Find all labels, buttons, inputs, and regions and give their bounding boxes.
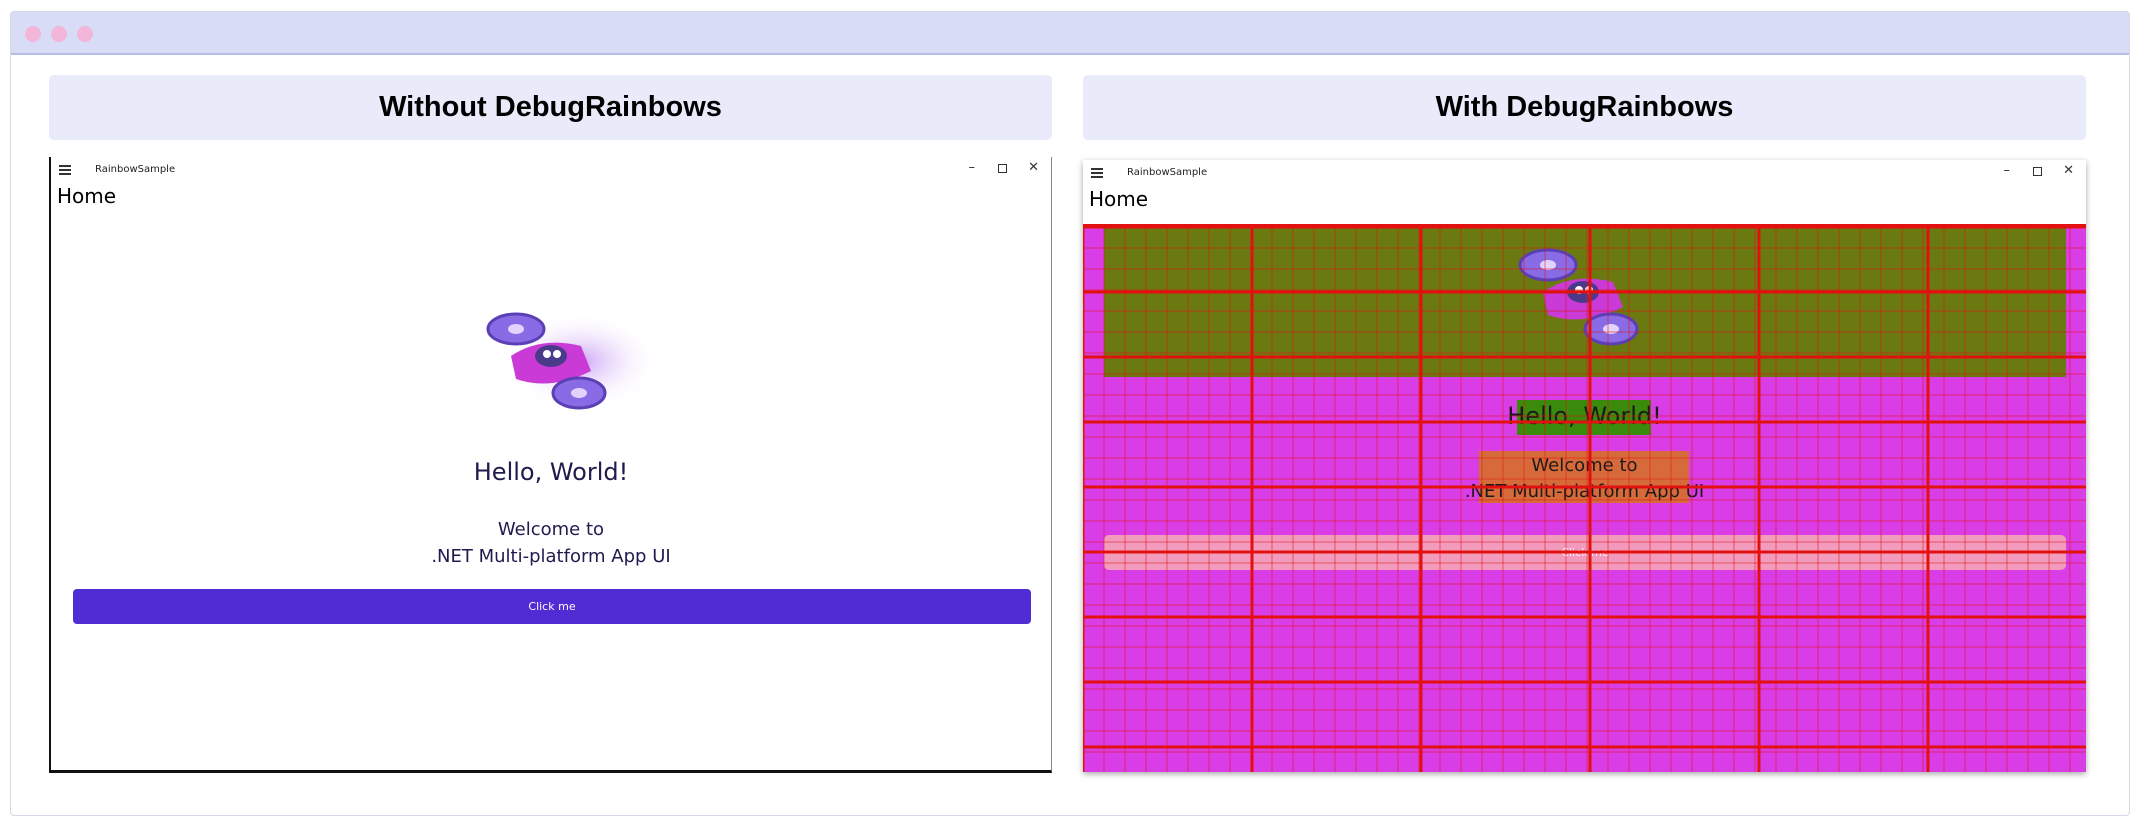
maximize-icon[interactable] (2033, 163, 2042, 176)
page-title: Home (57, 184, 117, 208)
hamburger-icon[interactable] (59, 165, 71, 175)
hello-heading: Hello, World! (473, 458, 629, 486)
maximize-icon[interactable] (998, 160, 1007, 173)
debug-grid-overlay (1083, 227, 2086, 772)
main-content: Hello, World! Welcome to .NET Multi-plat… (51, 221, 1051, 770)
app-name-debug: RainbowSample (1127, 167, 1208, 178)
app-window-with-debug: RainbowSample – ✕ Home Hello, World! Wel… (1083, 160, 2086, 772)
minimize-icon[interactable]: – (968, 160, 976, 175)
right-panel-title: With DebugRainbows (1083, 75, 2086, 140)
app-titlebar-debug: RainbowSample – ✕ (1083, 160, 2086, 186)
minimize-icon[interactable]: – (2003, 163, 2011, 178)
close-icon[interactable]: ✕ (2063, 163, 2074, 178)
app-titlebar: RainbowSample – ✕ (51, 157, 1051, 183)
click-me-button[interactable]: Click me (73, 589, 1031, 624)
dotnet-bot-drone-image (486, 311, 656, 411)
debug-rainbow-area: Hello, World! Welcome to .NET Multi-plat… (1083, 224, 2086, 772)
close-icon[interactable]: ✕ (1028, 160, 1039, 175)
hamburger-icon[interactable] (1091, 168, 1103, 178)
minimize-dot-icon[interactable] (51, 26, 67, 42)
welcome-text: Welcome to .NET Multi-platform App UI (51, 516, 1051, 570)
welcome-line-2: .NET Multi-platform App UI (431, 546, 671, 567)
app-window-without-debug: RainbowSample – ✕ Home Hello, World! (49, 157, 1052, 773)
welcome-line-1-debug: Welcome to (1531, 455, 1638, 476)
maximize-dot-icon[interactable] (77, 26, 93, 42)
browser-titlebar (11, 12, 2129, 55)
page-title-debug: Home (1089, 187, 1149, 211)
close-dot-icon[interactable] (25, 26, 41, 42)
left-panel-title: Without DebugRainbows (49, 75, 1052, 140)
app-name: RainbowSample (95, 164, 176, 175)
welcome-line-1: Welcome to (497, 519, 605, 540)
debug-welcome-highlight (1479, 451, 1689, 503)
